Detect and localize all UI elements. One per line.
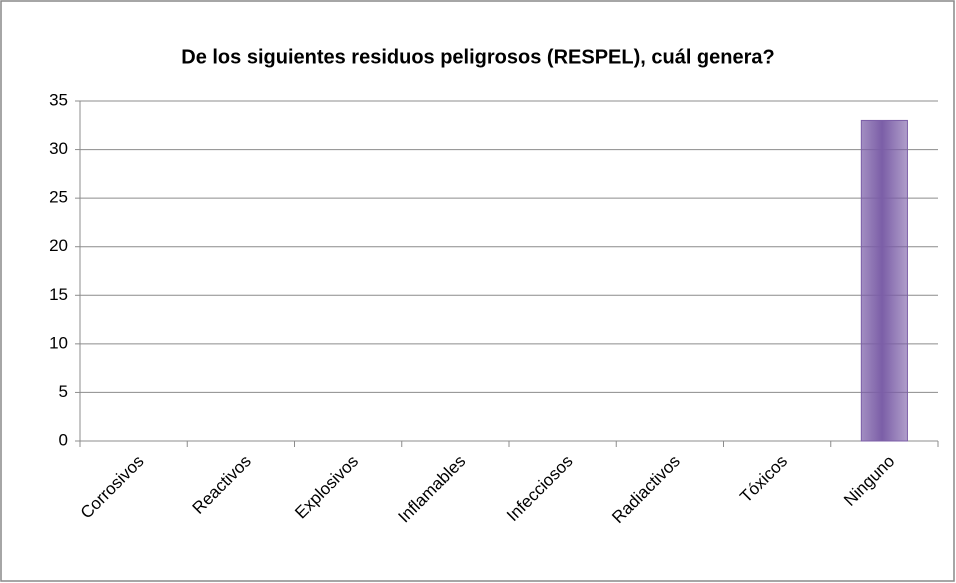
- y-tick-label: 20: [49, 236, 68, 255]
- y-tick-label: 0: [59, 430, 68, 449]
- bar: [860, 119, 908, 442]
- y-tick-label: 5: [59, 382, 68, 401]
- chart-title: De los siguientes residuos peligrosos (R…: [181, 46, 775, 68]
- y-tick-label: 15: [49, 285, 68, 304]
- y-tick-label: 25: [49, 188, 68, 207]
- y-tick-label: 30: [49, 139, 68, 158]
- y-tick-label: 10: [49, 333, 68, 352]
- y-tick-label: 35: [49, 90, 68, 109]
